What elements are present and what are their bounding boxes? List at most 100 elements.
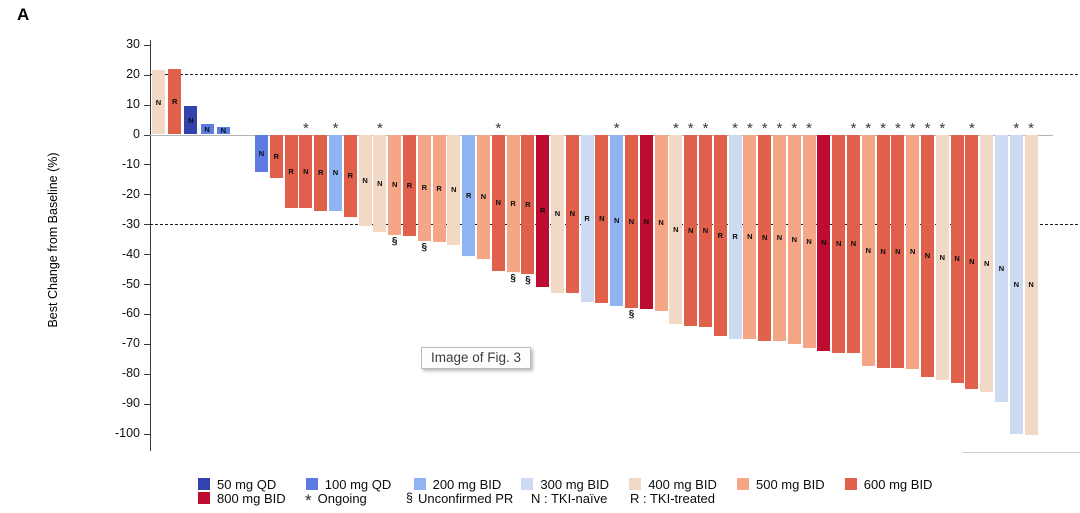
tki-status-letter: N (1013, 279, 1019, 289)
tki-status-letter: N (599, 214, 605, 224)
y-tick-mark (144, 194, 150, 196)
reference-dashed-line (150, 74, 1078, 75)
waterfall-bar (906, 134, 920, 370)
tki-status-letter: N (643, 217, 649, 227)
waterfall-bar (758, 134, 772, 341)
unconfirmed-pr-symbol: § (510, 273, 516, 285)
figure-edge-line (962, 452, 1080, 453)
y-tick-mark (144, 104, 150, 106)
tki-status-letter: N (998, 263, 1005, 273)
y-tick-label: -40 (121, 246, 140, 261)
waterfall-bar (373, 134, 387, 232)
y-tick-label: -50 (121, 276, 140, 291)
waterfall-bar (200, 124, 214, 135)
legend-label: 50 mg QD (217, 476, 277, 492)
ongoing-asterisk: * (495, 120, 502, 137)
y-tick-label: 0 (133, 127, 140, 141)
tki-status-letter: N (806, 236, 812, 246)
tki-status-letter: N (865, 245, 871, 255)
waterfall-bar (388, 134, 402, 235)
tki-status-letter: R (317, 168, 324, 178)
waterfall-bar (329, 134, 342, 211)
y-tick-mark (144, 164, 150, 166)
tki-status-letter: N (613, 215, 620, 225)
waterfall-bar (580, 134, 594, 302)
legend-label: Unconfirmed PR (417, 490, 514, 506)
y-tick-mark (144, 44, 150, 46)
ongoing-asterisk: * (806, 120, 813, 137)
ongoing-asterisk: * (894, 120, 901, 137)
tki-status-letter: N (391, 180, 398, 190)
legend-label: 100 mg QD (324, 476, 392, 492)
tki-status-letter: N (1028, 280, 1034, 290)
tki-status-letter: N (258, 148, 265, 158)
waterfall-bar (787, 134, 801, 344)
waterfall-bar (743, 134, 757, 340)
legend-swatch (198, 478, 210, 490)
y-tick-label: -30 (121, 216, 140, 231)
tki-status-letter: N (451, 185, 457, 195)
tki-status-letter: R (525, 199, 531, 209)
legend-item: R : TKI-treated (630, 491, 715, 506)
legend-swatch (198, 492, 210, 504)
tki-status-letter: R (732, 232, 738, 242)
tki-status-letter: N (658, 218, 664, 228)
tki-status-letter: N (880, 246, 886, 256)
waterfall-bar (713, 134, 727, 337)
tki-status-letter: R (539, 206, 546, 216)
tki-status-letter: N (924, 251, 931, 261)
y-tick-label: -90 (121, 396, 140, 411)
ongoing-asterisk: * (909, 120, 916, 137)
legend-item: 800 mg BID (198, 491, 286, 506)
waterfall-bar (980, 134, 994, 392)
ongoing-asterisk: * (376, 120, 383, 137)
tki-status-letter: N (628, 216, 635, 226)
waterfall-bar (832, 134, 846, 353)
legend-swatch (521, 478, 534, 490)
ongoing-asterisk: * (939, 120, 946, 137)
image-alt-tooltip: Image of Fig. 3 (421, 347, 532, 369)
tki-status-letter: R (465, 190, 472, 200)
legend-item: § Unconfirmed PR (406, 490, 514, 506)
waterfall-bar (995, 134, 1008, 403)
waterfall-bar (358, 134, 372, 226)
y-tick-label: -20 (121, 186, 140, 201)
tki-status-letter: N (495, 198, 501, 208)
waterfall-bar (491, 134, 505, 271)
waterfall-bar (403, 134, 416, 237)
legend-swatch (413, 478, 426, 490)
y-tick-mark (144, 224, 150, 226)
tki-status-letter: R (421, 183, 427, 193)
legend-label: 300 mg BID (540, 476, 610, 492)
legend-item: 100 mg QD (305, 476, 392, 492)
waterfall-bar (802, 134, 816, 349)
legend: 50 mg QD 100 mg QD 200 mg BID 300 mg BID 400… (0, 474, 1080, 510)
tki-status-letter: N (204, 124, 210, 134)
tki-status-letter: N (895, 246, 901, 256)
y-tick-label: -70 (121, 336, 140, 351)
waterfall-bar (684, 134, 698, 326)
waterfall-bar (447, 134, 461, 246)
ongoing-asterisk: * (880, 120, 887, 137)
ongoing-asterisk: * (850, 120, 857, 137)
tki-status-letter: N (377, 178, 383, 188)
tki-status-letter: N (362, 175, 368, 185)
tki-status-letter: N (821, 238, 827, 248)
panel-label: A (17, 5, 30, 24)
y-tick-label: -80 (121, 366, 140, 381)
y-tick-label: -10 (121, 156, 140, 171)
y-tick-label: 30 (126, 37, 140, 52)
ongoing-asterisk: * (687, 120, 694, 137)
waterfall-bar (343, 134, 357, 217)
tki-status-letter: N (303, 166, 309, 176)
waterfall-bar (965, 134, 979, 389)
waterfall-bar (506, 134, 520, 273)
ongoing-asterisk: * (865, 120, 872, 137)
waterfall-bar (847, 134, 860, 353)
unconfirmed-pr-symbol: § (406, 491, 413, 505)
waterfall-bar (595, 134, 609, 304)
waterfall-bar (861, 134, 875, 367)
waterfall-bar (699, 134, 712, 328)
y-tick-label: -100 (114, 426, 140, 440)
